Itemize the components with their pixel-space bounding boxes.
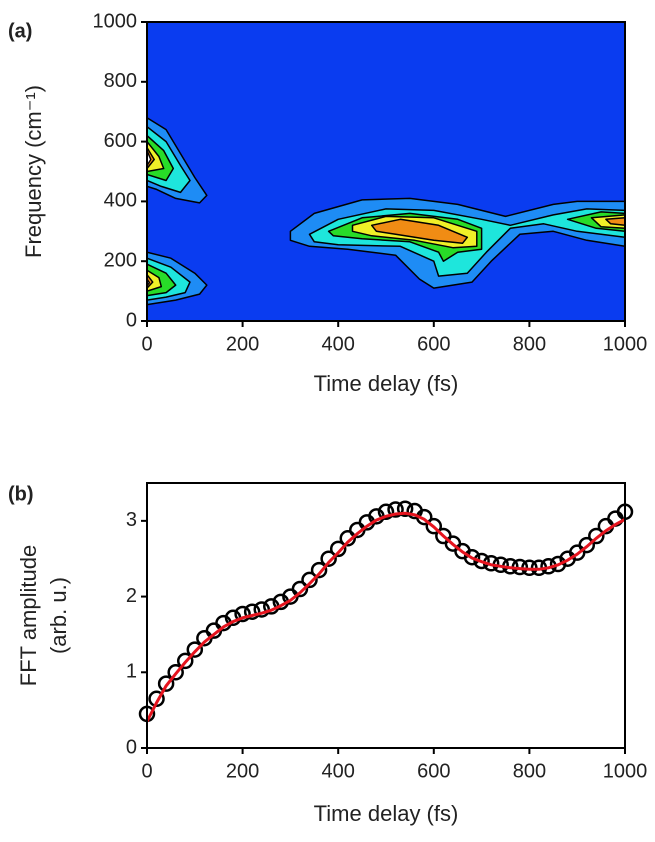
x-tick-label: 200	[226, 333, 259, 355]
data-point	[234, 605, 251, 623]
y-tick-label: 0	[126, 736, 137, 758]
x-tick-label: 600	[417, 333, 450, 355]
x-tick-label: 0	[141, 760, 152, 782]
y-tick-label: 3	[126, 509, 137, 531]
panel-label: (b)	[8, 483, 34, 505]
data-point	[387, 501, 404, 518]
data-point	[291, 580, 309, 598]
contour-region	[370, 218, 469, 245]
plot-frame	[146, 482, 626, 749]
data-point	[578, 536, 596, 554]
contour-region	[605, 217, 625, 227]
x-tick-label: 0	[141, 333, 152, 355]
y-tick-label: 0	[126, 309, 137, 331]
data-point	[377, 503, 395, 521]
fit-line	[145, 511, 626, 723]
x-tick-label: 800	[513, 333, 546, 355]
data-point	[396, 500, 414, 517]
x-tick-label: 400	[322, 760, 355, 782]
y-tick-label: 600	[104, 130, 137, 152]
data-point	[320, 550, 337, 567]
y-tick-label: 400	[104, 190, 137, 212]
x-tick-label: 800	[513, 760, 546, 782]
x-tick-label: 1000	[603, 760, 648, 782]
y-tick-label: 200	[104, 249, 137, 271]
x-tick-label: 400	[322, 333, 355, 355]
data-point	[301, 571, 318, 589]
plot-frame	[146, 21, 626, 322]
data-point	[339, 530, 357, 547]
contour-region	[147, 269, 163, 292]
data-point	[157, 675, 175, 692]
x-tick-label: 1000	[603, 333, 648, 355]
y-tick-label: 800	[104, 70, 137, 92]
data-point	[186, 641, 204, 658]
data-point	[243, 603, 261, 620]
data-point	[473, 552, 490, 570]
y-tick-label: 1	[126, 661, 137, 683]
y-axis-label: (arb. u.)	[46, 577, 71, 654]
y-tick-label: 2	[126, 585, 137, 607]
contour-plot	[147, 22, 625, 321]
data-point	[310, 561, 328, 579]
x-axis-label: Time delay (fs)	[314, 801, 459, 826]
data-point	[588, 527, 605, 545]
y-tick-label: 1000	[93, 10, 138, 32]
data-point	[463, 548, 481, 566]
data-point	[425, 517, 443, 535]
data-point	[176, 652, 194, 670]
x-axis-label: Time delay (fs)	[314, 371, 459, 396]
panel-label: (a)	[8, 20, 32, 42]
plot-background	[147, 22, 625, 321]
data-point	[329, 540, 347, 558]
y-axis-label: FFT amplitude	[16, 545, 41, 686]
x-tick-label: 200	[226, 760, 259, 782]
x-tick-label: 600	[417, 760, 450, 782]
y-axis-label: Frequency (cm⁻¹)	[21, 85, 46, 258]
data-point	[167, 664, 184, 681]
